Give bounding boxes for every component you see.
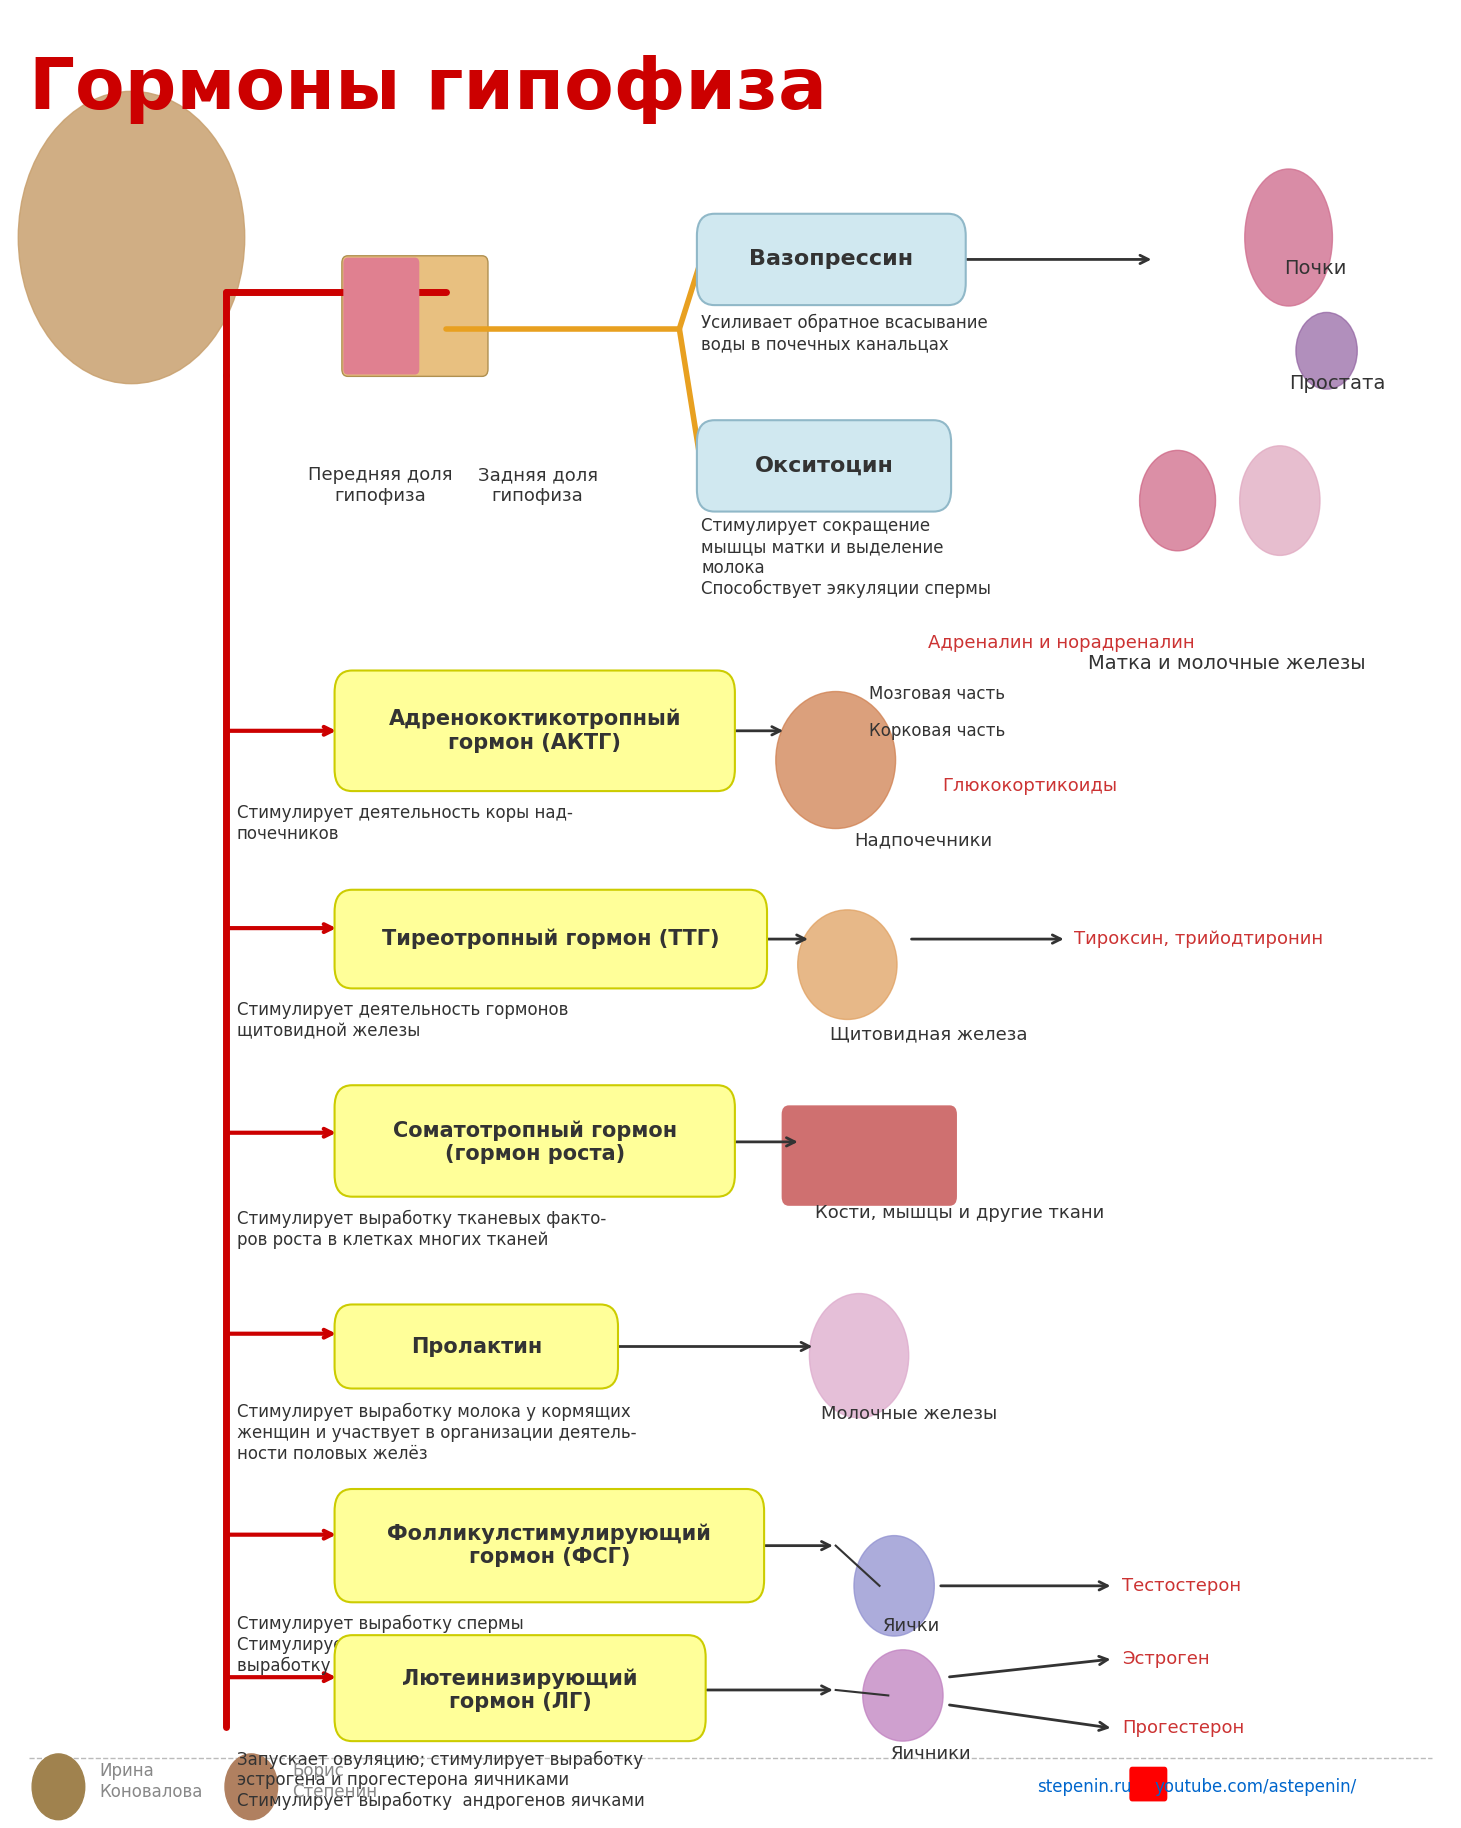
- Text: Надпочечники: Надпочечники: [855, 832, 993, 850]
- Ellipse shape: [776, 691, 896, 828]
- FancyBboxPatch shape: [335, 671, 735, 792]
- FancyBboxPatch shape: [335, 1636, 706, 1740]
- FancyBboxPatch shape: [335, 1305, 618, 1389]
- FancyBboxPatch shape: [335, 1490, 764, 1603]
- Text: Борис
Степенин: Борис Степенин: [292, 1762, 377, 1801]
- Text: Матка и молочные железы: Матка и молочные железы: [1088, 654, 1366, 673]
- FancyBboxPatch shape: [343, 258, 419, 375]
- Text: Окситоцин: Окситоцин: [754, 455, 894, 475]
- Text: Вазопрессин: Вазопрессин: [749, 249, 913, 269]
- Text: Яичники: Яичники: [891, 1746, 972, 1762]
- Text: Передняя доля
гипофиза: Передняя доля гипофиза: [308, 466, 451, 505]
- Text: Пролактин: Пролактин: [411, 1336, 542, 1356]
- Text: Молочные железы: Молочные железы: [821, 1406, 998, 1424]
- Text: Глюкокортикоиды: Глюкокортикоиды: [942, 777, 1118, 795]
- Text: Тестостерон: Тестостерон: [1122, 1578, 1242, 1594]
- Text: Лютеинизирующий
гормон (ЛГ): Лютеинизирующий гормон (ЛГ): [402, 1669, 638, 1711]
- Ellipse shape: [19, 91, 245, 384]
- Ellipse shape: [798, 910, 897, 1020]
- Text: Эстроген: Эстроген: [1122, 1651, 1210, 1667]
- Text: Прогестерон: Прогестерон: [1122, 1720, 1245, 1737]
- FancyBboxPatch shape: [697, 214, 966, 305]
- Text: youtube.com/astepenin/: youtube.com/astepenin/: [1154, 1779, 1356, 1795]
- Circle shape: [32, 1753, 85, 1819]
- Text: Ирина
Коновалова: Ирина Коновалова: [99, 1762, 203, 1801]
- Circle shape: [225, 1753, 278, 1819]
- Text: Кости, мышцы и другие ткани: Кости, мышцы и другие ткани: [815, 1205, 1105, 1223]
- Text: Гормоны гипофиза: Гормоны гипофиза: [29, 55, 827, 124]
- Text: Соматотропный гормон
(гормон роста): Соматотропный гормон (гормон роста): [393, 1121, 676, 1164]
- Text: Стимулирует выработку молока у кормящих
женщин и участвует в организации деятель: Стимулирует выработку молока у кормящих …: [237, 1404, 636, 1462]
- FancyBboxPatch shape: [1129, 1766, 1167, 1801]
- Text: Стимулирует выработку тканевых факто-
ров роста в клетках многих тканей: Стимулирует выработку тканевых факто- ро…: [237, 1210, 606, 1249]
- FancyBboxPatch shape: [335, 1086, 735, 1197]
- Ellipse shape: [1239, 446, 1321, 556]
- Text: Мозговая часть: Мозговая часть: [869, 686, 1005, 704]
- Ellipse shape: [853, 1536, 935, 1636]
- FancyBboxPatch shape: [342, 256, 488, 377]
- Ellipse shape: [862, 1651, 944, 1740]
- Text: Адренококтикотропный
гормон (АКТГ): Адренококтикотропный гормон (АКТГ): [389, 709, 681, 753]
- Text: Почки: Почки: [1284, 260, 1346, 278]
- Text: Задняя доля
гипофиза: Задняя доля гипофиза: [478, 466, 598, 505]
- Ellipse shape: [809, 1294, 909, 1419]
- Text: Яички: Яички: [882, 1618, 939, 1634]
- Ellipse shape: [1245, 168, 1332, 305]
- Text: Стимулирует сокращение
мышцы матки и выделение
молока
Способствует эякуляции спе: Стимулирует сокращение мышцы матки и выд…: [701, 517, 991, 598]
- Text: Стимулирует деятельность коры над-
почечников: Стимулирует деятельность коры над- почеч…: [237, 804, 573, 843]
- Text: Корковая часть: Корковая часть: [869, 722, 1005, 740]
- FancyBboxPatch shape: [697, 420, 951, 512]
- Text: Стимулирует деятельность гормонов
щитовидной железы: Стимулирует деятельность гормонов щитови…: [237, 1002, 568, 1040]
- Text: Стимулирует выработку спермы
Стимулирует развитие яйцеклетки,
выработку эстроген: Стимулирует выработку спермы Стимулирует…: [237, 1616, 554, 1674]
- Text: Простата: Простата: [1289, 375, 1385, 393]
- FancyBboxPatch shape: [782, 1106, 957, 1206]
- Text: Усиливает обратное всасывание
воды в почечных канальцах: Усиливает обратное всасывание воды в поч…: [701, 314, 988, 353]
- Text: Запускает овуляцию; стимулирует выработку
эстрогена и прогестерона яичниками
Сти: Запускает овуляцию; стимулирует выработк…: [237, 1749, 644, 1810]
- Text: Щитовидная железа: Щитовидная железа: [830, 1026, 1027, 1044]
- Text: stepenin.ru: stepenin.ru: [1037, 1779, 1132, 1795]
- Text: Тиреотропный гормон (ТТГ): Тиреотропный гормон (ТТГ): [381, 929, 720, 949]
- FancyBboxPatch shape: [335, 890, 767, 989]
- Ellipse shape: [1296, 313, 1357, 389]
- Text: Фолликулстимулирующий
гормон (ФСГ): Фолликулстимулирующий гормон (ФСГ): [387, 1525, 712, 1567]
- Text: Адреналин и норадреналин: Адреналин и норадреналин: [928, 634, 1194, 653]
- Ellipse shape: [1140, 450, 1216, 550]
- Text: Тироксин, трийодтиронин: Тироксин, трийодтиронин: [1074, 930, 1324, 949]
